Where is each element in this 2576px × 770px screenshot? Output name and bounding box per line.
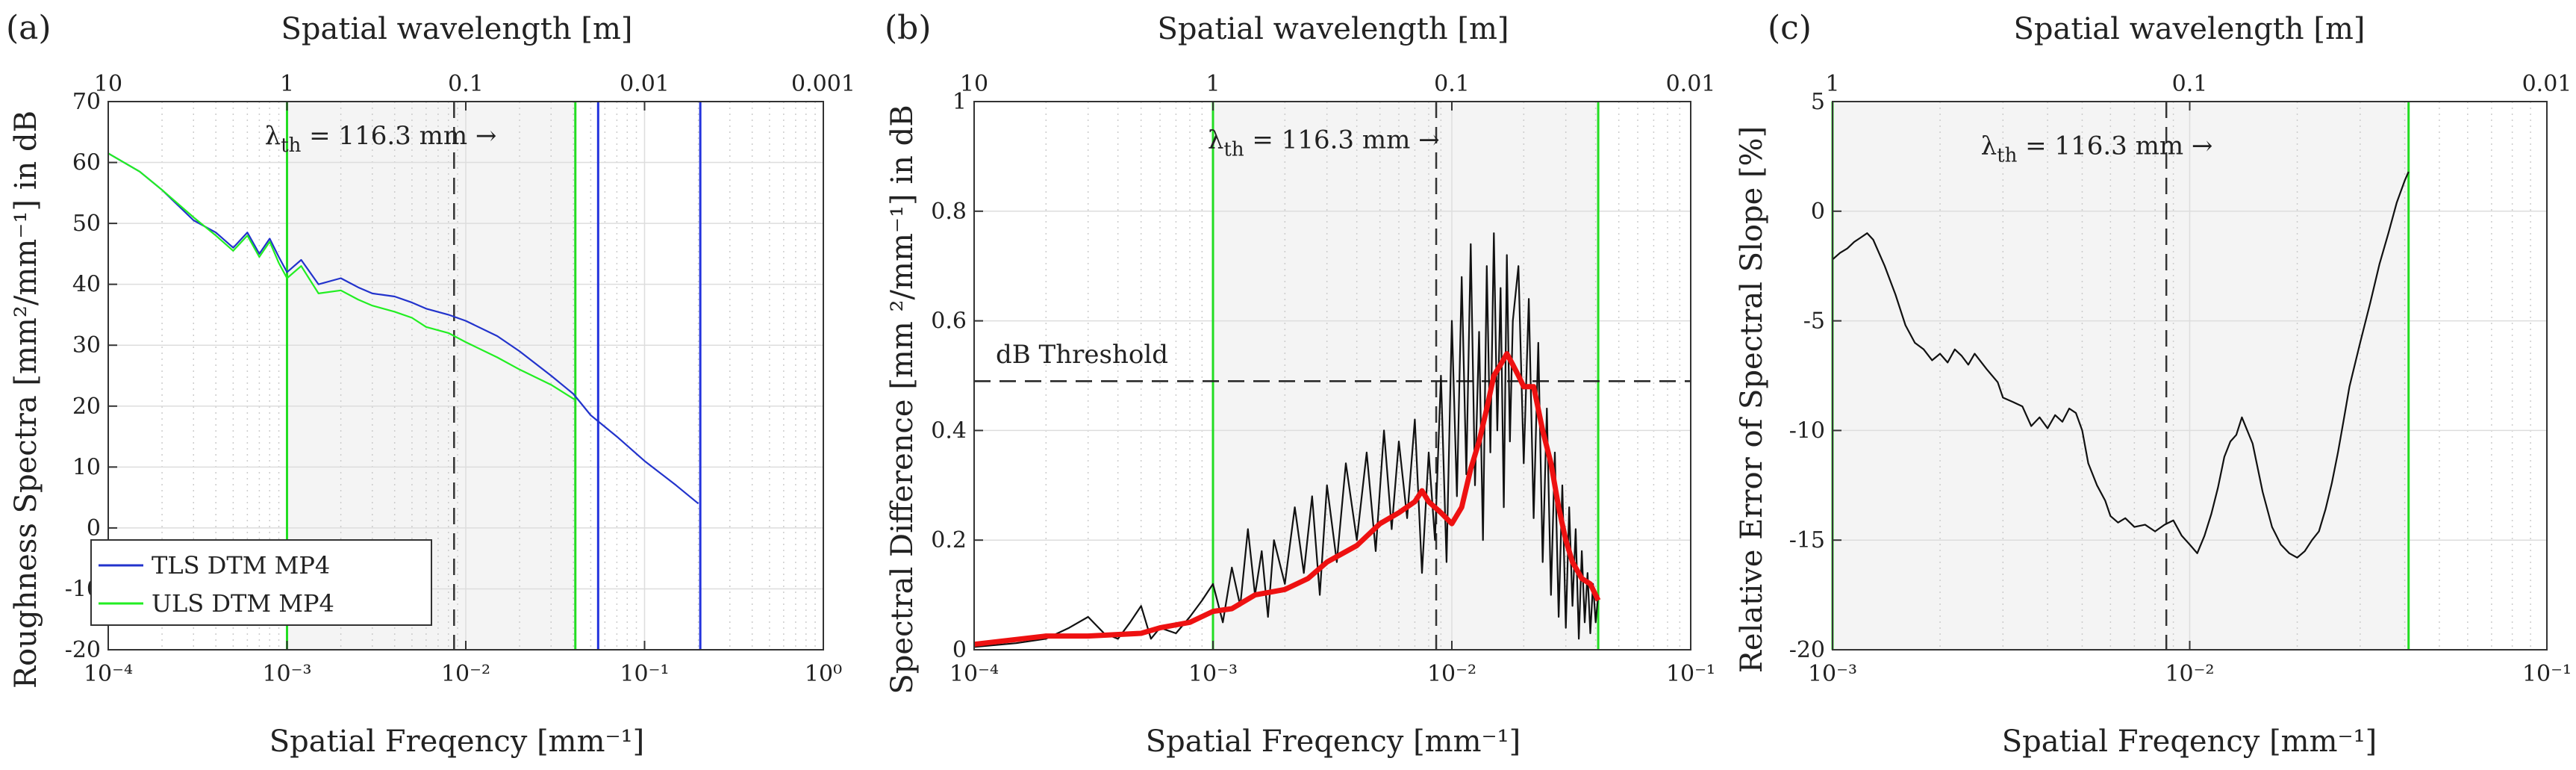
panel-a-x-tick-label: 10⁰ [805, 661, 842, 687]
panel-c-y-tick-label: 5 [1811, 89, 1825, 115]
legend-entry-uls: ULS DTM MP4 [152, 589, 334, 618]
panel-c-x-tick-label: 10⁻² [2165, 661, 2214, 687]
panel-a-x-tick-label: 10⁻¹ [620, 661, 669, 687]
panel-a-x-tick-label: 10⁻³ [262, 661, 311, 687]
panel-a-top-tick-label: 10 [94, 71, 122, 97]
panel-a: (a) Spatial wavelength [m] Spatial Freqe… [6, 9, 855, 759]
panel-b-y-tick-label: 0.6 [931, 308, 967, 335]
panel-a-y-tick-label: 40 [72, 272, 101, 298]
panel-c-series-line [1832, 171, 2410, 559]
panel-b-y-tick-label: 0.8 [931, 199, 967, 225]
panel-b-top-tick-label: 10 [960, 71, 988, 97]
panel-b-y-axis-label: Spectral Difference [mm ²/mm⁻¹] in dB [885, 105, 920, 694]
panel-b-top-tick-label: 1 [1206, 71, 1220, 97]
panel-c-label: (c) [1768, 9, 1812, 47]
panel-b-top-tick-label: 0.1 [1434, 71, 1470, 97]
panel-a-top-tick-label: 0.1 [448, 71, 484, 97]
panel-c-lambda-annotation: λth = 116.3 mm → [1981, 131, 2213, 167]
panel-c-y-axis-label: Relative Error of Spectral Slope [%] [1735, 126, 1769, 673]
panel-b-x-axis-label: Spatial Freqency [mm⁻¹] [1146, 724, 1521, 759]
panel-a-top-tick-label: 0.001 [791, 71, 855, 97]
panel-a-lambda-annotation: λth = 116.3 mm → [265, 121, 497, 157]
panel-b-y-tick-label: 0.2 [931, 527, 967, 553]
panel-c: (c) Spatial wavelength [m] Spatial Freqe… [1735, 9, 2572, 759]
panel-c-y-tick-label: -5 [1803, 308, 1825, 335]
panel-b-plot-area: 10⁻⁴ 10⁻³ 10⁻² 10⁻¹10 1 0.1 0.0100.20.40.60.81… [931, 71, 1715, 687]
panel-b: (b) Spatial wavelength [m] Spatial Freqe… [885, 9, 1715, 759]
panel-a-top-axis-label: Spatial wavelength [m] [281, 12, 633, 46]
panel-b-x-tick-label: 10⁻¹ [1666, 661, 1715, 687]
panel-c-top-tick-label: 0.01 [2522, 71, 2572, 97]
panel-a-x-axis-label: Spatial Freqency [mm⁻¹] [269, 724, 645, 759]
panel-c-y-tick-label: -15 [1789, 527, 1825, 553]
panel-a-y-tick-label: 0 [87, 515, 101, 541]
panel-c-x-tick-label: 10⁻³ [1808, 661, 1857, 687]
panel-a-y-tick-label: 50 [72, 211, 101, 237]
panel-a-x-tick-label: 10⁻² [441, 661, 490, 687]
panel-b-label: (b) [885, 9, 932, 47]
panel-c-top-axis-label: Spatial wavelength [m] [2014, 12, 2366, 46]
panel-a-series-line [107, 152, 576, 401]
panel-b-lambda-annotation: λth = 116.3 mm → [1208, 125, 1440, 161]
panel-b-series-line [973, 351, 1601, 648]
threshold-label: dB Threshold [996, 340, 1168, 370]
panel-c-x-axis-label: Spatial Freqency [mm⁻¹] [2002, 724, 2377, 759]
panel-c-shaded-region [1833, 102, 2409, 650]
panel-b-x-tick-label: 10⁻⁴ [949, 661, 999, 687]
panel-b-y-tick-label: 0.4 [931, 417, 967, 444]
panel-c-y-tick-label: -20 [1789, 637, 1825, 663]
panel-b-y-tick-label: 1 [952, 89, 967, 115]
panel-a-y-tick-label: 30 [72, 332, 101, 358]
panel-b-top-tick-label: 0.01 [1666, 71, 1716, 97]
panel-b-x-tick-label: 10⁻² [1427, 661, 1476, 687]
panel-a-x-tick-label: 10⁻⁴ [84, 661, 133, 687]
panel-a-y-tick-label: 70 [72, 89, 101, 115]
panel-a-y-tick-label: 10 [72, 454, 101, 480]
panel-c-x-tick-label: 10⁻¹ [2522, 661, 2572, 687]
panel-a-legend: TLS DTM MP4 ULS DTM MP4 [90, 539, 432, 626]
panel-a-y-axis-label: Roughness Spectra [mm²/mm⁻¹] in dB [9, 111, 43, 689]
panel-b-shaded-region [1213, 102, 1599, 650]
panel-a-series-line [107, 152, 699, 505]
legend-entry-tls: TLS DTM MP4 [152, 551, 330, 580]
panel-a-label: (a) [6, 9, 52, 47]
panel-a-top-tick-label: 1 [280, 71, 294, 97]
panel-c-y-tick-label: -10 [1789, 417, 1825, 444]
panel-b-y-tick-label: 0 [952, 637, 967, 663]
panel-b-plot-frame [973, 101, 1691, 651]
legend-box [90, 539, 432, 626]
panel-a-y-tick-label: 60 [72, 150, 101, 176]
panel-c-top-tick-label: 1 [1825, 71, 1839, 97]
panel-c-y-tick-label: 0 [1811, 199, 1825, 225]
panel-b-top-axis-label: Spatial wavelength [m] [1158, 12, 1509, 46]
panel-c-top-tick-label: 0.1 [2172, 71, 2208, 97]
panel-a-y-tick-label: -20 [65, 637, 101, 663]
panel-c-plot-area: 10⁻³ 10⁻² 10⁻¹ 1 0.1 0.01 -20 -15 -10 -5 0 5 λth = 1… [1789, 71, 2572, 687]
panel-a-top-tick-label: 0.01 [620, 71, 670, 97]
panel-a-y-tick-label: 20 [72, 394, 101, 420]
panel-b-x-tick-label: 10⁻³ [1188, 661, 1238, 687]
